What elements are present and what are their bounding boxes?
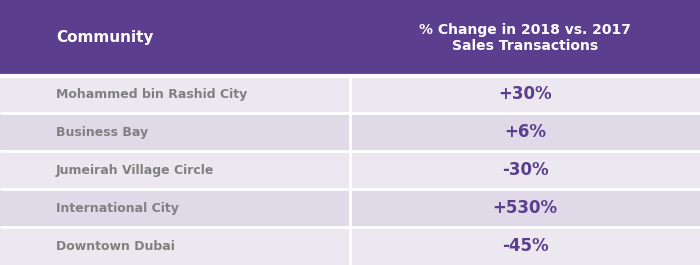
- Bar: [0, 76, 700, 113]
- Bar: [0, 227, 700, 265]
- Text: +6%: +6%: [504, 123, 546, 141]
- Text: Business Bay: Business Bay: [56, 126, 148, 139]
- Text: Jumeirah Village Circle: Jumeirah Village Circle: [56, 164, 214, 177]
- Text: Mohammed bin Rashid City: Mohammed bin Rashid City: [56, 88, 247, 101]
- Text: Community: Community: [56, 30, 153, 45]
- Text: +530%: +530%: [492, 199, 558, 217]
- Text: -45%: -45%: [502, 237, 548, 255]
- Bar: [0, 189, 700, 227]
- Bar: [0, 113, 700, 151]
- Text: -30%: -30%: [502, 161, 548, 179]
- Text: +30%: +30%: [498, 86, 552, 103]
- Bar: [0, 151, 700, 189]
- Bar: [0, 0, 700, 76]
- Text: Downtown Dubai: Downtown Dubai: [56, 240, 175, 253]
- Text: International City: International City: [56, 202, 179, 215]
- Text: % Change in 2018 vs. 2017
Sales Transactions: % Change in 2018 vs. 2017 Sales Transact…: [419, 23, 631, 53]
